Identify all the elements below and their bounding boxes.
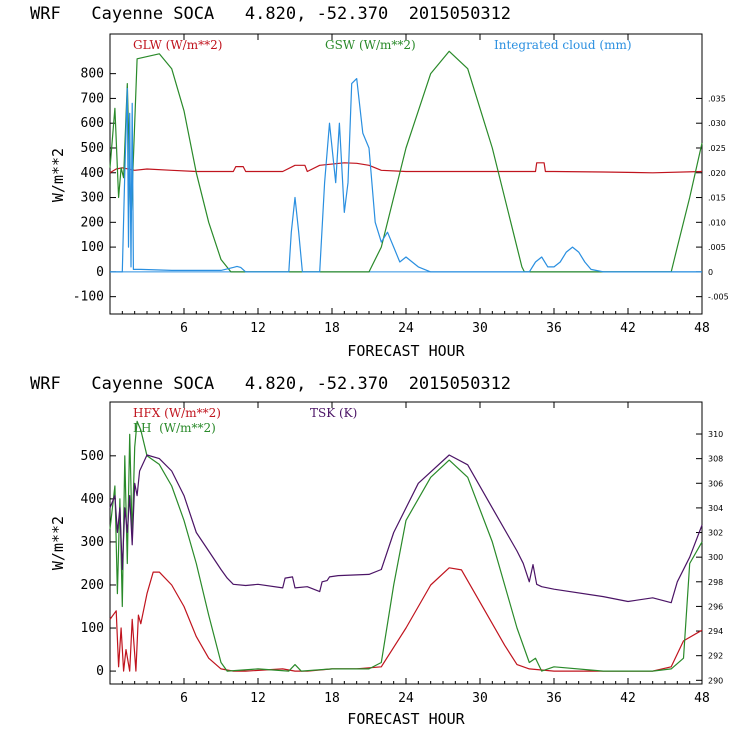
y2-tick-label: .005	[708, 243, 726, 252]
legend-glw: GLW (W/m**2)	[133, 38, 222, 52]
y2-tick-label: 294	[708, 627, 723, 636]
y2-tick-label: 308	[708, 455, 723, 464]
series-line-lh	[109, 420, 703, 672]
y-tick-label: 100	[81, 621, 104, 636]
y-tick-label: 200	[81, 215, 104, 230]
legend-cloud: Integrated cloud (mm)	[494, 38, 632, 52]
x-tick-label: 12	[250, 691, 266, 706]
bottom-chart-title: WRF Cayenne SOCA 4.820, -52.370 20150503…	[30, 374, 511, 394]
x-tick-label: 24	[398, 691, 414, 706]
series-line-hfx	[109, 567, 703, 672]
x-tick-label: 12	[250, 321, 266, 336]
x-tick-label: 30	[472, 691, 488, 706]
x-tick-label: 30	[472, 321, 488, 336]
y-tick-label: 500	[81, 449, 104, 464]
y-tick-label: 400	[81, 492, 104, 507]
y2-tick-label: 300	[708, 553, 723, 562]
top-x-axis-label: FORECAST HOUR	[347, 342, 465, 360]
y2-tick-label: 310	[708, 430, 723, 439]
y2-tick-label: 302	[708, 529, 723, 538]
y-tick-label: 800	[81, 67, 104, 82]
y2-tick-label: .020	[708, 169, 726, 178]
x-tick-label: 36	[546, 691, 562, 706]
x-tick-label: 48	[694, 691, 710, 706]
y-tick-label: 0	[96, 664, 104, 679]
series-line-glw	[109, 162, 703, 174]
x-tick-label: 6	[180, 321, 188, 336]
x-tick-label: 36	[546, 321, 562, 336]
y2-tick-label: 304	[708, 504, 723, 513]
y2-tick-label: .030	[708, 119, 726, 128]
legend-gsw: GSW (W/m**2)	[325, 38, 416, 52]
y-tick-label: 400	[81, 166, 104, 181]
x-tick-label: 18	[324, 321, 340, 336]
y2-tick-label: -.005	[708, 293, 729, 302]
bottom-panel: WRF Cayenne SOCA 4.820, -52.370 20150503…	[30, 374, 723, 728]
x-tick-label: 6	[180, 691, 188, 706]
legend-hfx: HFX (W/m**2)	[133, 406, 221, 420]
y2-tick-label: .025	[708, 144, 726, 153]
x-tick-label: 24	[398, 321, 414, 336]
series-line-integrated	[110, 77, 702, 273]
y-tick-label: 700	[81, 91, 104, 106]
x-tick-label: 18	[324, 691, 340, 706]
y2-tick-label: 298	[708, 578, 723, 587]
y-tick-label: 0	[96, 265, 104, 280]
y2-tick-label: 0	[708, 268, 713, 277]
y-tick-label: 300	[81, 191, 104, 206]
y2-tick-label: .010	[708, 218, 726, 227]
y-tick-label: 100	[81, 240, 104, 255]
top-y-axis-label: W/m**2	[49, 148, 67, 202]
x-tick-label: 42	[620, 321, 636, 336]
y2-tick-label: 292	[708, 652, 723, 661]
top-chart-title: WRF Cayenne SOCA 4.820, -52.370 20150503…	[30, 4, 511, 24]
y2-tick-label: 306	[708, 479, 723, 488]
bottom-x-axis-label: FORECAST HOUR	[347, 710, 465, 728]
bottom-y-axis-label: W/m**2	[49, 516, 67, 570]
y2-tick-label: 296	[708, 602, 723, 611]
y-tick-label: -100	[73, 290, 104, 305]
y-tick-label: 300	[81, 535, 104, 550]
y2-tick-label: .035	[708, 94, 726, 103]
y2-tick-label: 290	[708, 676, 723, 685]
legend-lh: LH (W/m**2)	[133, 421, 216, 435]
y-tick-label: 500	[81, 141, 104, 156]
x-tick-label: 42	[620, 691, 636, 706]
x-tick-label: 48	[694, 321, 710, 336]
y-tick-label: 200	[81, 578, 104, 593]
series-line-tsk	[109, 454, 703, 604]
top-panel: WRF Cayenne SOCA 4.820, -52.370 20150503…	[30, 4, 729, 360]
y-tick-label: 600	[81, 116, 104, 131]
legend-tsk: TSK (K)	[310, 406, 357, 420]
y2-tick-label: .015	[708, 194, 726, 203]
series-line-gsw	[109, 50, 703, 273]
